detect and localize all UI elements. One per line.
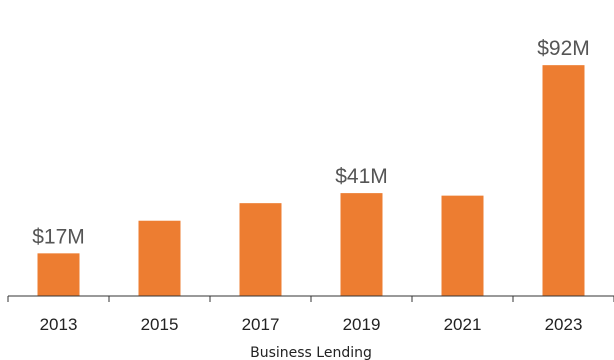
x-tick-label: 2019 (343, 315, 381, 334)
data-label-2019: $41M (335, 165, 388, 188)
x-tick-label: 2013 (40, 315, 78, 334)
x-tick-label: 2023 (545, 315, 583, 334)
bar-2017 (239, 203, 282, 296)
bar-2013 (37, 253, 80, 296)
x-tick-label: 2017 (242, 315, 280, 334)
bar-2019 (340, 193, 383, 296)
bar-2015 (138, 220, 181, 296)
data-label-2023: $92M (537, 37, 590, 60)
data-label-2013: $17M (32, 225, 85, 248)
bars-group (37, 65, 585, 296)
labels-group: 2013 $17M 2015 2017 2019 $41M 2021 2023 $92M (32, 37, 590, 334)
x-tick-label: 2021 (444, 315, 482, 334)
x-tick-label: 2015 (141, 315, 179, 334)
bar-2023 (542, 65, 585, 296)
x-axis-label: Business Lending (250, 345, 372, 360)
bar-2021 (441, 195, 484, 296)
x-ticks-group (7, 296, 614, 302)
